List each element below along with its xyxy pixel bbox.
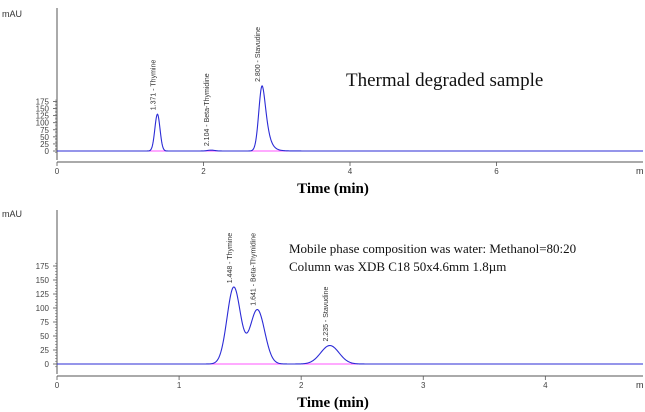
- chromatogram-panel-bottom: mAU m Mobile phase composition was water…: [2, 209, 644, 411]
- y-tick-label: 100: [36, 119, 50, 128]
- y-tick-label: 25: [40, 140, 49, 149]
- y-tick-label: 125: [36, 290, 50, 299]
- x-tick-label: 0: [55, 167, 60, 176]
- column-note: Column was XDB C18 50x4.6mm 1.8µm: [289, 259, 506, 274]
- y-tick-label: 0: [45, 147, 50, 156]
- peak-label: 2.104 - Beta-Thymidine: [204, 73, 211, 146]
- x-tick-label: 6: [494, 167, 499, 176]
- x-tick-label: 3: [421, 381, 426, 390]
- x-tick-label: 0: [55, 381, 60, 390]
- y-tick-label: 100: [36, 304, 50, 313]
- y-axis-unit-label: mAU: [2, 209, 22, 219]
- y-tick-label: 150: [36, 276, 50, 285]
- y-tick-label: 0: [45, 360, 50, 369]
- y-tick-label: 150: [36, 105, 50, 114]
- x-axis-unit-label: m: [636, 380, 644, 390]
- x-tick-label: 2: [299, 381, 304, 390]
- chart-title: Thermal degraded sample: [346, 70, 543, 91]
- chromatogram-panel-top: mAU m Thermal degraded sample Time (min)…: [2, 8, 644, 197]
- peak-label: 2.235 - Stavudine: [323, 287, 330, 342]
- peak-label: 1.371 - Thymine: [150, 60, 157, 111]
- y-tick-label: 50: [40, 332, 49, 341]
- x-axis-title: Time (min): [297, 395, 369, 411]
- x-tick-label: 4: [543, 381, 548, 390]
- y-tick-label: 175: [36, 97, 50, 106]
- y-tick-label: 50: [40, 133, 49, 142]
- chromatogram-trace: [57, 85, 643, 152]
- x-axis-unit-label: m: [636, 166, 644, 176]
- x-axis-title: Time (min): [297, 181, 369, 197]
- y-tick-label: 75: [40, 126, 49, 135]
- x-tick-label: 1: [177, 381, 182, 390]
- x-tick-label: 2: [201, 167, 206, 176]
- chromatogram-trace: [57, 286, 643, 365]
- peak-label: 1.641 - Beta-Thymidine: [250, 233, 257, 306]
- y-tick-label: 25: [40, 346, 49, 355]
- y-axis-unit-label: mAU: [2, 9, 22, 19]
- mobile-phase-note: Mobile phase composition was water: Meth…: [289, 241, 576, 256]
- y-tick-label: 75: [40, 318, 49, 327]
- y-tick-label: 175: [36, 262, 50, 271]
- x-tick-label: 4: [348, 167, 353, 176]
- peak-label: 1.448 - Thymine: [227, 233, 234, 284]
- y-tick-label: 125: [36, 112, 50, 121]
- peak-label: 2.800 - Stavudine: [255, 27, 262, 82]
